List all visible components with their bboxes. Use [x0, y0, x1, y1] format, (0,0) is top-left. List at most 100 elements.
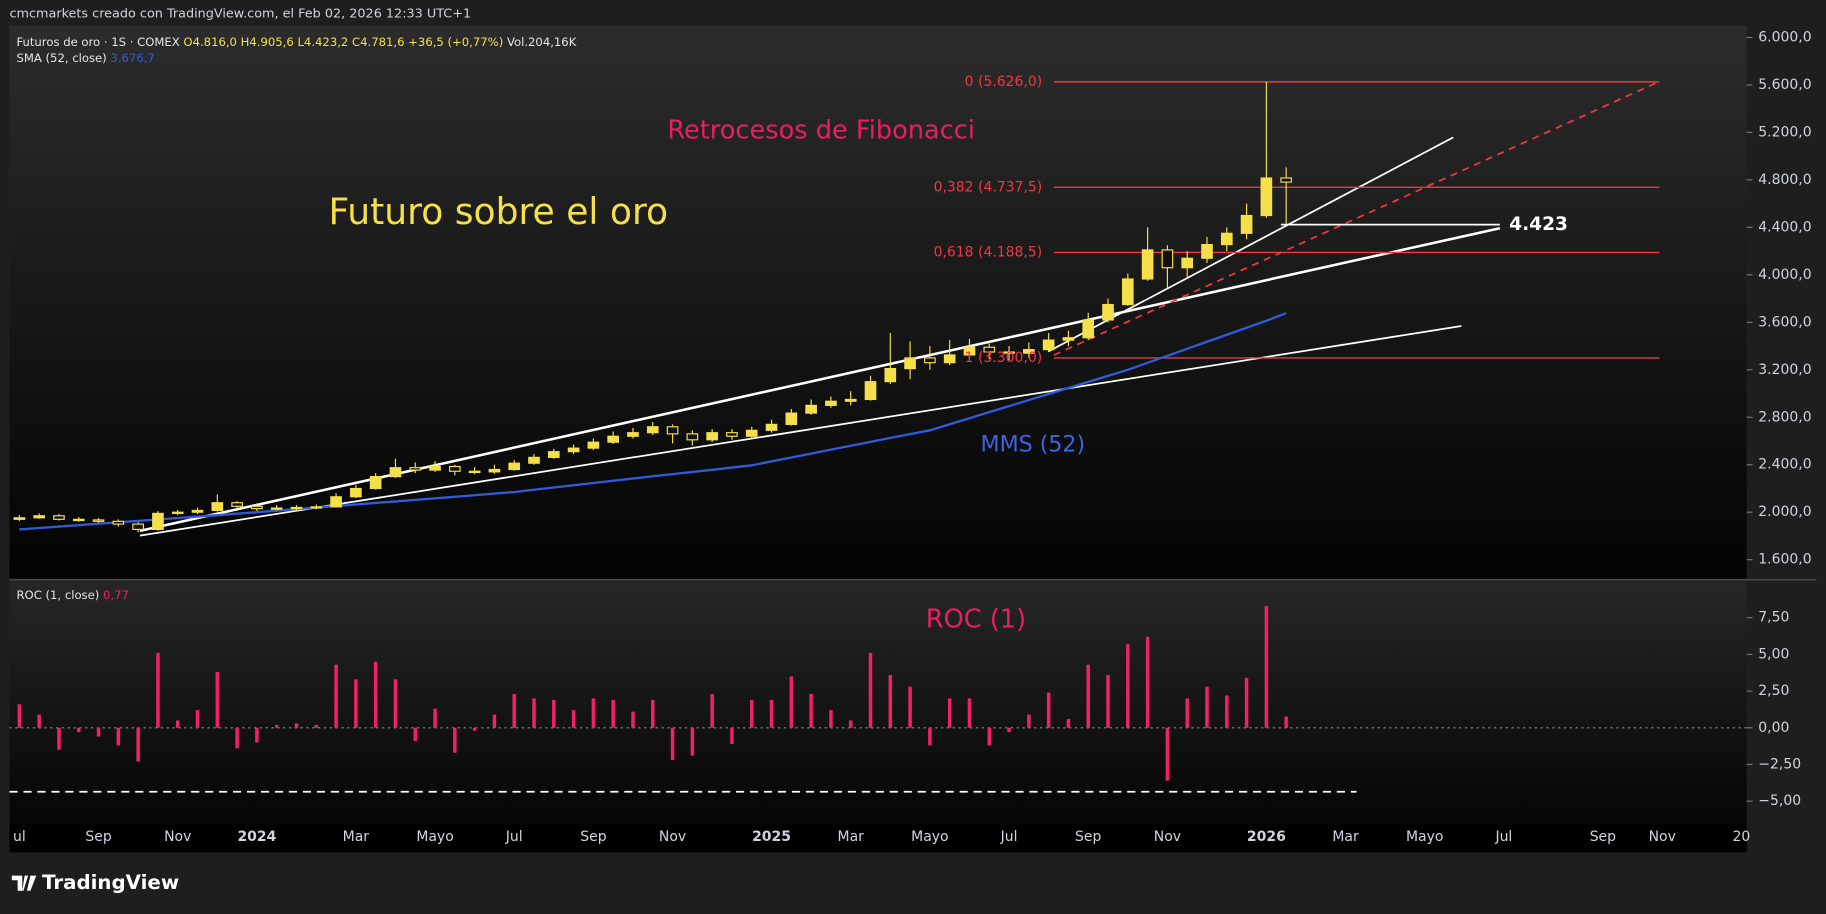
fib-trend-line [1053, 80, 1660, 356]
candle-body [943, 354, 956, 364]
logo-text: TradingView [42, 871, 179, 894]
roc-bar [255, 727, 259, 743]
y-tick-label: 2.000,0 [1758, 504, 1811, 520]
roc-bar [1284, 716, 1288, 728]
legend-line: Futuros de oro · 1S · COMEX O4.816,0 H4.… [16, 34, 576, 48]
candle-body [547, 451, 560, 458]
candle-body [963, 346, 976, 356]
candle-body [528, 456, 540, 464]
roc-bar [373, 661, 378, 728]
candle-body [884, 368, 897, 383]
candle-body [72, 518, 85, 522]
roc-bar [908, 686, 912, 728]
trend-line [1047, 136, 1454, 353]
candle-body [1201, 244, 1213, 259]
sma-name: SMA (52, close) [16, 51, 106, 65]
candle-body [171, 511, 184, 514]
candle-body [686, 433, 699, 441]
candle-body [409, 467, 422, 471]
roc-bar [749, 699, 754, 728]
candle-body [112, 520, 125, 525]
candle-body [1082, 319, 1095, 339]
logo: TradingView [11, 871, 179, 894]
annotation: Futuro sobre el oro [329, 191, 669, 233]
y-tick-label: 3.200,0 [1758, 362, 1811, 378]
roc-bar [37, 714, 41, 728]
roc-bar [195, 710, 200, 728]
roc-bar [413, 727, 417, 741]
legend-sma: SMA (52, close) 3.676,7 [16, 51, 154, 65]
roc-bar [472, 727, 477, 731]
x-tick-label: 2024 [237, 829, 276, 845]
roc-bar [809, 694, 813, 728]
roc-bar [354, 679, 358, 728]
roc-bar [571, 710, 576, 728]
roc-bar [116, 727, 121, 746]
candle-body [310, 506, 323, 509]
candle-body [449, 465, 461, 472]
candle-body [983, 346, 996, 353]
y-tick-label: 4.800,0 [1758, 172, 1811, 188]
roc-bar [17, 704, 22, 728]
trend-line [139, 226, 1501, 533]
x-tick-label: Sep [85, 829, 111, 845]
roc-bar [453, 727, 457, 753]
roc-bar [96, 727, 101, 737]
roc-bar [829, 710, 833, 728]
candle-body [1062, 337, 1075, 341]
y-tick-label: 5.600,0 [1758, 77, 1811, 93]
y-tick-label: 1.600,0 [1758, 552, 1811, 568]
candle-body [864, 381, 877, 401]
candle-body [132, 523, 144, 531]
y-tick-label: 2,50 [1758, 683, 1789, 699]
roc-bar [1225, 695, 1229, 728]
candle-body [33, 515, 45, 519]
roc-bar [730, 727, 734, 744]
roc-bar [987, 727, 992, 746]
roc-bar [1007, 727, 1011, 733]
candle-body [1023, 349, 1035, 354]
y-tick-label: 4.400,0 [1758, 219, 1811, 235]
candle-body [1220, 232, 1233, 246]
roc-value: 0,77 [103, 587, 129, 601]
x-tick-label: Mar [838, 829, 865, 845]
candle-body [251, 505, 263, 510]
roc-bar [57, 727, 61, 750]
roc-bar [136, 727, 140, 762]
x-tick-label: Nov [659, 829, 686, 845]
roc-bar [631, 711, 635, 728]
ohlc: O4.816,0 H4.905,6 L4.423,2 C4.781,6 +36,… [183, 34, 503, 48]
trend-line [139, 325, 1462, 537]
candle-body [1003, 351, 1015, 354]
roc-bar [215, 672, 220, 728]
roc-bar [848, 720, 853, 728]
x-tick-label: Sep [1590, 829, 1616, 845]
roc-annotation: ROC (1) [926, 605, 1026, 635]
candle-body [389, 467, 402, 478]
candle-body [607, 435, 620, 443]
y-tick-label: 4.000,0 [1758, 267, 1811, 283]
y-tick-label: 6.000,0 [1758, 29, 1811, 45]
x-tick-label: Nov [164, 829, 191, 845]
roc-name: ROC (1, close) [16, 587, 99, 601]
candle-body [429, 465, 441, 471]
roc-bar [611, 699, 615, 728]
roc-bar [492, 714, 497, 728]
header-text: cmcmarkets creado con TradingView.com, e… [9, 6, 471, 21]
roc-panel [9, 581, 1747, 824]
fib-label: 0,382 (4.737,5) [934, 179, 1043, 195]
candle-body [726, 432, 738, 437]
fib-label: 0,618 (4.188,5) [934, 244, 1043, 260]
candle-body [924, 357, 936, 364]
fib-label: 0 (5.626,0) [965, 74, 1043, 90]
candle-body [1161, 249, 1174, 269]
candle-body [745, 429, 758, 437]
candle-body [369, 476, 382, 490]
roc-bar [690, 727, 695, 756]
roc-bar [334, 664, 338, 728]
candle-body [231, 502, 243, 507]
roc-bar [710, 694, 714, 728]
sma-value: 3.676,7 [110, 51, 154, 65]
roc-bar [156, 652, 160, 728]
